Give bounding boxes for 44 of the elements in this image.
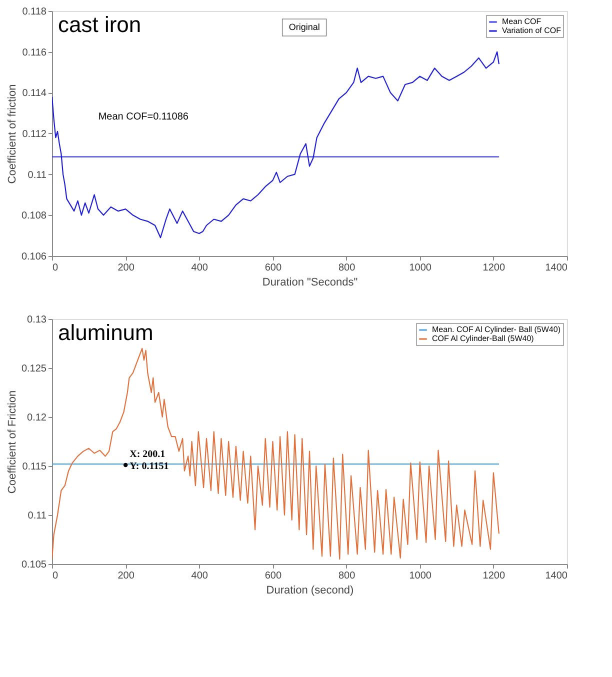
legend-label: Mean COF — [502, 17, 542, 26]
y-tick-label: 0.12 — [27, 412, 47, 424]
y-tick-label: 0.105 — [21, 560, 47, 570]
x-tick-label: 1200 — [482, 570, 506, 582]
y-tick-label: 0.115 — [22, 462, 47, 472]
x-tick-label: 200 — [118, 262, 135, 274]
y-tick-label: 0.114 — [22, 88, 47, 100]
x-tick-label: 0 — [52, 570, 58, 582]
x-tick-label: 1400 — [545, 570, 568, 582]
y-tick-label: 0.11 — [28, 510, 47, 522]
legend-label: Variation of COF — [502, 26, 562, 35]
x-tick-label: 0 — [52, 262, 58, 274]
y-axis-title: Coefficient of Friction — [6, 390, 18, 494]
y-tick-label: 0.13 — [27, 314, 47, 326]
legend-label: COF Al Cylinder-Ball (5W40) — [432, 334, 534, 343]
chart-title: cast iron — [58, 12, 142, 37]
x-tick-label: 600 — [264, 570, 282, 582]
x-tick-label: 800 — [338, 570, 356, 582]
y-tick-label: 0.118 — [22, 6, 47, 18]
chart-title: aluminum — [58, 320, 154, 345]
annotation: Original — [288, 22, 320, 32]
x-tick-label: 600 — [264, 262, 282, 274]
x-tick-label: 1200 — [482, 262, 506, 274]
y-tick-label: 0.106 — [21, 252, 47, 262]
line-series — [52, 51, 500, 238]
x-tick-label: 400 — [191, 570, 208, 582]
annotation: X: 200.1 Y: 0.1151 — [130, 449, 169, 472]
y-tick-label: 0.11 — [28, 170, 47, 181]
y-tick-label: 0.125 — [21, 364, 47, 374]
x-tick-label: 1000 — [409, 570, 432, 582]
y-tick-label: 0.112 — [22, 129, 47, 140]
x-tick-label: 800 — [338, 262, 356, 274]
legend-label: Mean. COF Al Cylinder- Ball (5W40) — [432, 325, 561, 334]
x-tick-label: 1400 — [545, 262, 568, 274]
y-axis-title: Coefficient of friction — [6, 84, 18, 184]
x-tick-label: 1000 — [409, 262, 432, 274]
y-tick-label: 0.108 — [21, 210, 47, 222]
y-tick-label: 0.116 — [22, 47, 47, 58]
x-axis-title: Duration "Seconds" — [262, 276, 358, 288]
annotation: Mean COF=0.11086 — [98, 111, 189, 122]
x-tick-label: 400 — [191, 262, 208, 274]
x-axis-title: Duration (second) — [266, 584, 354, 596]
x-tick-label: 200 — [118, 570, 135, 582]
line-series — [52, 348, 500, 560]
